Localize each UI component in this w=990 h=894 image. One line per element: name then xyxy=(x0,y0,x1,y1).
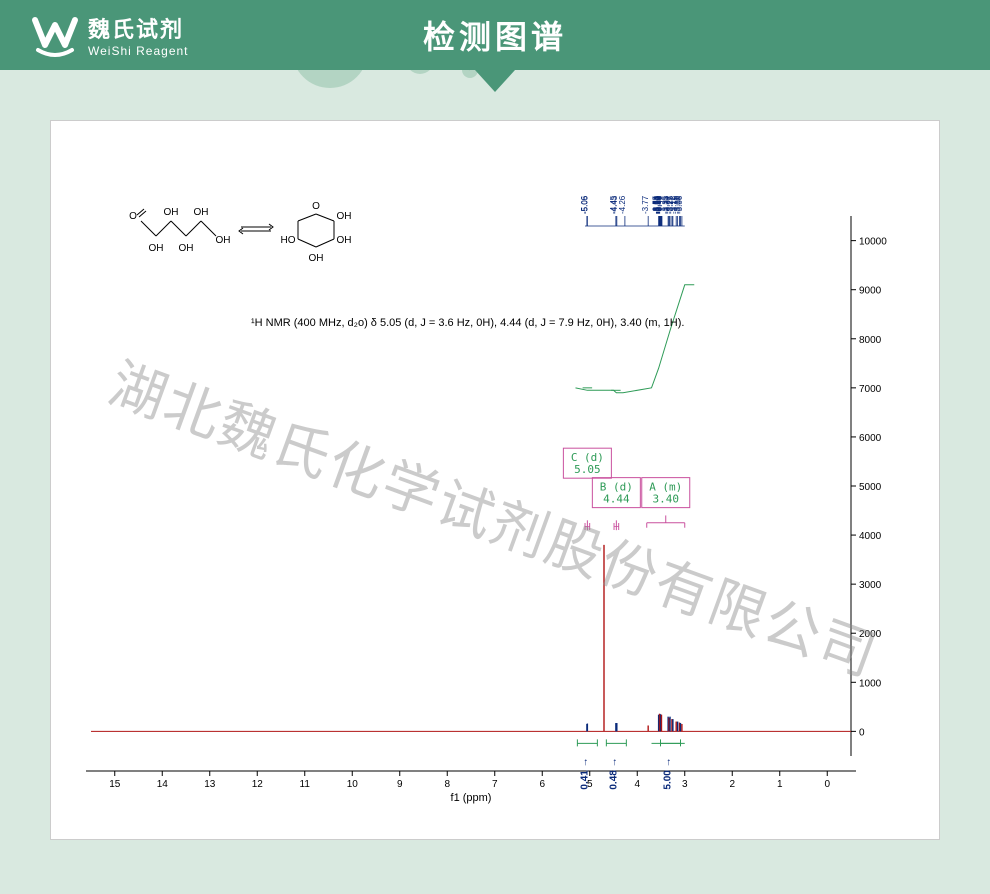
svg-text:14: 14 xyxy=(157,779,169,790)
svg-text:OH: OH xyxy=(179,243,194,254)
svg-text:O: O xyxy=(129,211,137,222)
svg-text:OH: OH xyxy=(337,211,352,222)
svg-text:4000: 4000 xyxy=(859,531,882,542)
svg-text:3000: 3000 xyxy=(859,580,882,591)
svg-text:f1 (ppm): f1 (ppm) xyxy=(451,792,492,804)
svg-text:12: 12 xyxy=(252,779,264,790)
svg-text:7000: 7000 xyxy=(859,384,882,395)
svg-text:H: H xyxy=(584,522,591,533)
header-bar: 魏氏试剂 WeiShi Reagent 检测图谱 xyxy=(0,0,990,70)
svg-text:6: 6 xyxy=(539,779,545,790)
logo: 魏氏试剂 WeiShi Reagent xyxy=(30,10,189,60)
svg-text:0: 0 xyxy=(859,727,865,738)
svg-text:OH: OH xyxy=(194,207,209,218)
svg-text:0: 0 xyxy=(824,779,830,790)
svg-text:-5.05: -5.05 xyxy=(580,195,589,214)
svg-text:OH: OH xyxy=(149,243,164,254)
svg-text:4.44: 4.44 xyxy=(603,493,630,506)
svg-text:OH: OH xyxy=(216,235,231,246)
svg-text:1000: 1000 xyxy=(859,678,882,689)
svg-text:O: O xyxy=(312,201,320,212)
svg-text:1: 1 xyxy=(777,779,783,790)
svg-text:10: 10 xyxy=(347,779,359,790)
svg-text:4: 4 xyxy=(634,779,640,790)
svg-text:0.41 →: 0.41 → xyxy=(579,757,590,789)
svg-text:2: 2 xyxy=(729,779,735,790)
svg-text:10000: 10000 xyxy=(859,237,887,248)
spectrum-chart: 0100020003000400050006000700080009000100… xyxy=(81,151,911,811)
svg-text:3: 3 xyxy=(682,779,688,790)
svg-text:OH: OH xyxy=(164,207,179,218)
svg-text:3.40: 3.40 xyxy=(653,493,680,506)
svg-text:8000: 8000 xyxy=(859,335,882,346)
nmr-spectrum-svg: 0100020003000400050006000700080009000100… xyxy=(81,151,911,811)
logo-text-en: WeiShi Reagent xyxy=(88,44,189,58)
svg-text:OH: OH xyxy=(337,235,352,246)
svg-text:-3.77: -3.77 xyxy=(641,195,650,214)
svg-text:5.00 →: 5.00 → xyxy=(663,757,674,789)
header-pointer xyxy=(475,70,515,92)
svg-text:13: 13 xyxy=(204,779,216,790)
svg-text:7: 7 xyxy=(492,779,498,790)
svg-text:5.05: 5.05 xyxy=(574,463,601,476)
page-title: 检测图谱 xyxy=(423,12,567,58)
svg-text:6000: 6000 xyxy=(859,433,882,444)
spectrum-card: 0100020003000400050006000700080009000100… xyxy=(50,120,940,840)
svg-text:0.48 →: 0.48 → xyxy=(608,757,619,789)
logo-icon xyxy=(30,10,80,60)
svg-text:¹H NMR (400 MHz, d₂o) δ 5.05 (: ¹H NMR (400 MHz, d₂o) δ 5.05 (d, J = 3.6… xyxy=(251,317,684,329)
svg-text:5000: 5000 xyxy=(859,482,882,493)
svg-text:-3.06: -3.06 xyxy=(675,195,684,214)
svg-text:15: 15 xyxy=(109,779,121,790)
svg-text:9: 9 xyxy=(397,779,403,790)
svg-text:8: 8 xyxy=(444,779,450,790)
svg-text:9000: 9000 xyxy=(859,286,882,297)
svg-text:HO: HO xyxy=(281,235,296,246)
logo-text-cn: 魏氏试剂 xyxy=(88,12,189,44)
svg-text:2000: 2000 xyxy=(859,629,882,640)
svg-text:11: 11 xyxy=(300,779,311,790)
svg-text:OH: OH xyxy=(309,253,324,264)
svg-text:H: H xyxy=(613,522,620,533)
svg-text:-4.26: -4.26 xyxy=(618,195,627,214)
